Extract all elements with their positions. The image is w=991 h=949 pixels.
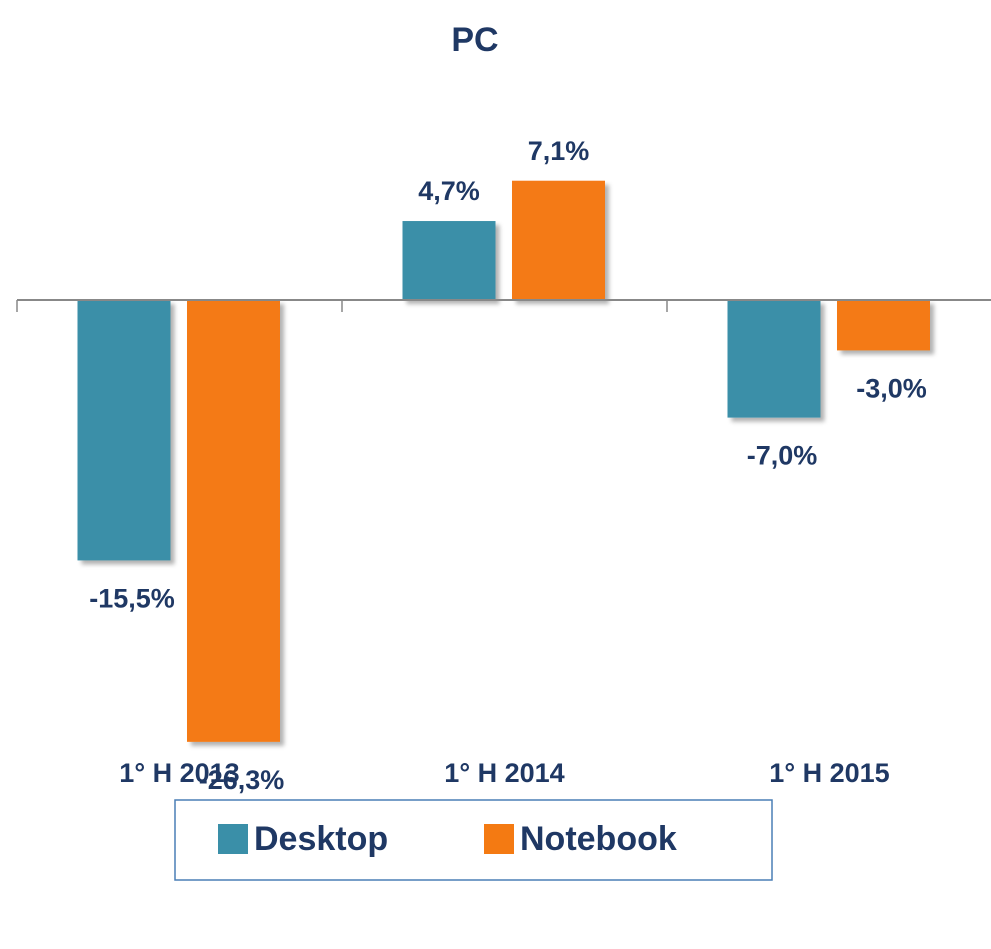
data-label: -15,5% <box>89 584 175 614</box>
legend-box <box>174 799 773 881</box>
x-tick-label: 1° H 2014 <box>444 758 564 788</box>
data-label: 4,7% <box>418 176 480 206</box>
bar <box>837 300 930 351</box>
data-label: 7,1% <box>528 136 590 166</box>
x-tick-label: 1° H 2015 <box>769 758 889 788</box>
bar <box>512 180 605 300</box>
data-label: -3,0% <box>856 374 927 404</box>
bar <box>402 221 496 300</box>
legend-swatch <box>484 824 514 854</box>
x-tick-label: 1° H 2013 <box>119 758 239 788</box>
legend-label: Notebook <box>520 820 677 858</box>
legend-swatch <box>218 824 248 854</box>
bar <box>727 300 821 418</box>
data-label: -26,3% <box>199 765 285 795</box>
bar <box>77 300 171 561</box>
data-label: -7,0% <box>747 441 818 471</box>
legend-label: Desktop <box>254 820 388 858</box>
chart-title: PC <box>451 21 498 59</box>
bar <box>187 300 280 742</box>
